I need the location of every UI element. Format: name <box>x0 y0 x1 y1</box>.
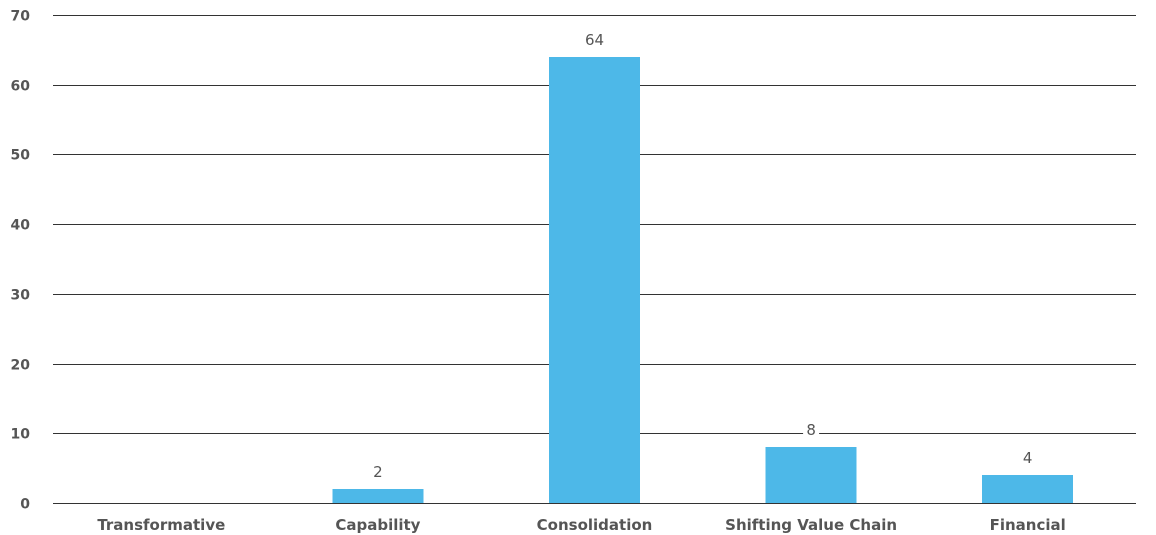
y-tick-label: 60 <box>11 79 31 95</box>
data-label: 4 <box>1023 449 1033 467</box>
bar-capability <box>332 489 424 503</box>
y-tick-label: 40 <box>11 218 31 234</box>
data-label-background <box>369 463 386 482</box>
x-category-label: Capability <box>335 516 420 534</box>
data-label-background <box>581 30 608 49</box>
bar-consolidation <box>549 56 640 503</box>
y-tick-label: 10 <box>11 427 31 443</box>
data-label: 2 <box>373 463 383 481</box>
y-axis-ticks: 0 10 20 30 40 50 60 70 <box>11 9 31 513</box>
y-tick-label: 50 <box>11 148 31 164</box>
bar-shifting-value-chain <box>765 447 857 503</box>
y-tick-label: 70 <box>11 9 31 25</box>
data-label-background <box>1019 449 1036 468</box>
bars <box>332 56 1074 503</box>
bar-financial <box>982 475 1074 503</box>
y-tick-label: 0 <box>20 497 30 513</box>
y-tick-label: 30 <box>11 288 31 304</box>
x-category-label: Transformative <box>97 516 225 534</box>
data-label-background <box>803 421 820 440</box>
x-axis-categories: Transformative Capability Consolidation Shi… <box>97 516 1065 534</box>
x-category-label: Shifting Value Chain <box>725 516 897 534</box>
data-label: 64 <box>585 31 604 49</box>
data-label: 8 <box>806 421 816 439</box>
data-labels: 2 64 8 4 <box>369 30 1036 482</box>
y-tick-label: 20 <box>11 358 31 374</box>
x-category-label: Consolidation <box>537 516 653 534</box>
x-category-label: Financial <box>990 516 1066 534</box>
